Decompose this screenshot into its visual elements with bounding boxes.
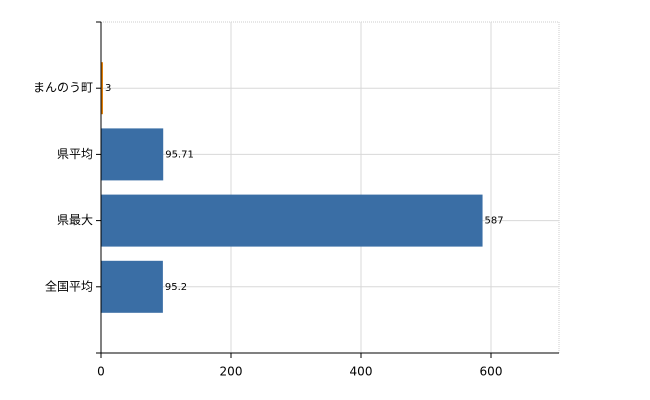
x-tick-label: 0 [97,365,105,379]
x-tick-label: 600 [480,365,503,379]
bar [101,62,103,115]
value-label: 95.2 [165,282,187,293]
y-tick-label: 全国平均 [45,278,93,293]
y-tick-label: 県最大 [57,213,93,227]
bar [101,128,164,181]
x-tick-label: 400 [350,365,373,379]
value-label: 587 [485,216,504,227]
bar [101,260,163,313]
x-tick-label: 200 [220,365,243,379]
y-tick-label: 県平均 [57,147,93,161]
y-tick-label: まんのう町 [33,81,93,95]
value-label: 95.71 [165,149,194,160]
value-label: 3 [105,83,111,94]
bar [101,194,483,247]
